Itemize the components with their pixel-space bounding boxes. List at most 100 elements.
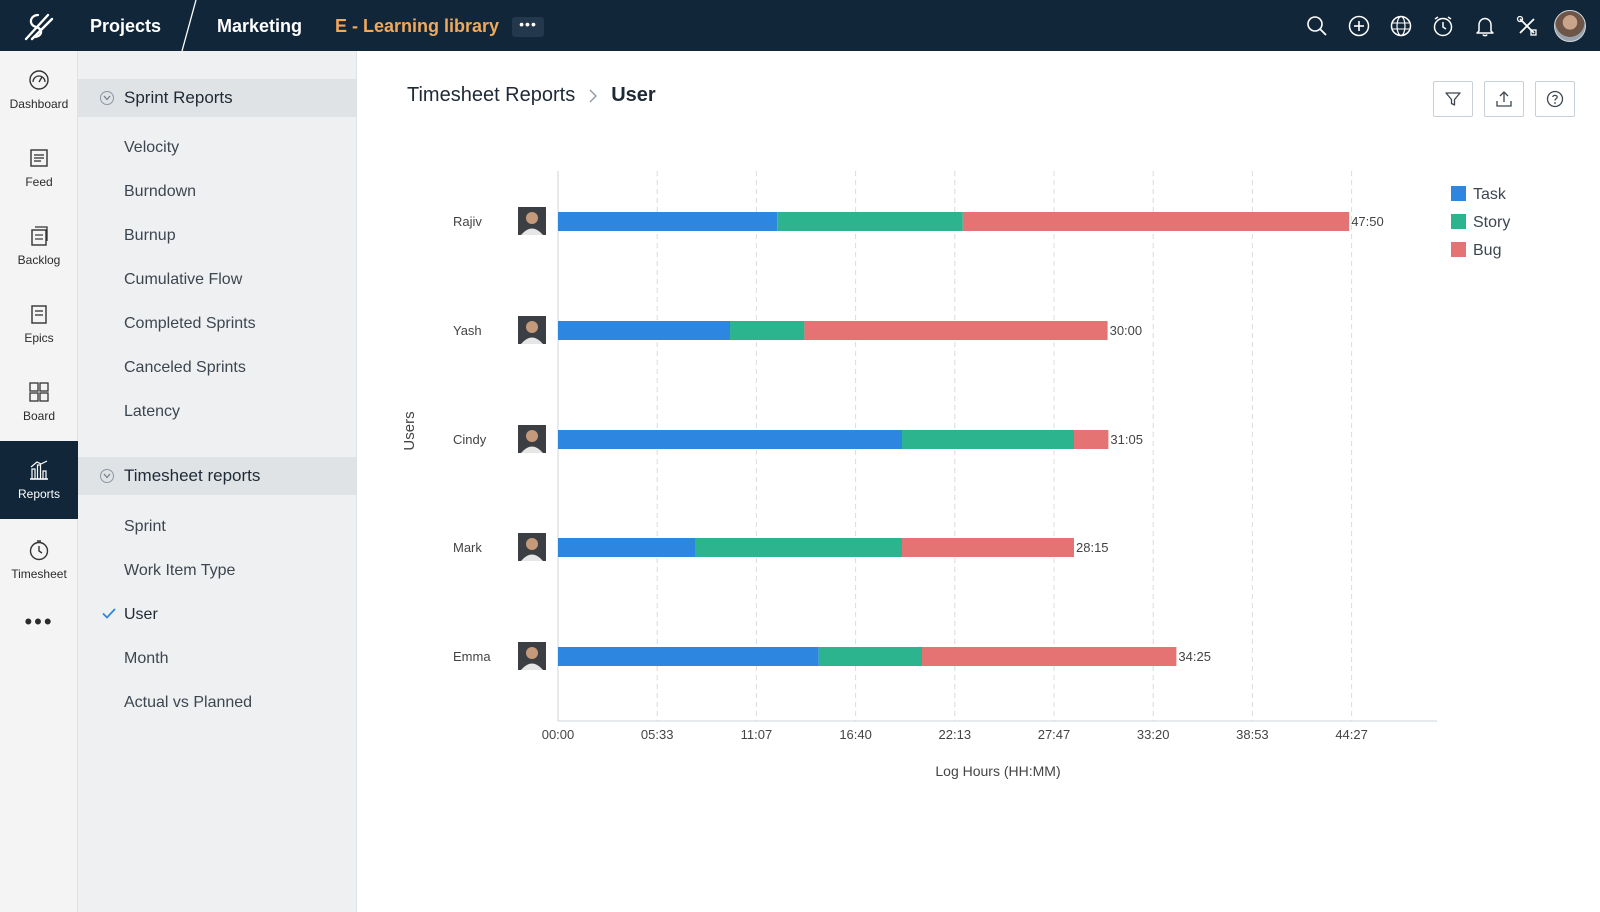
y-category-label: Mark xyxy=(453,540,482,555)
user-avatar-thumbnail xyxy=(518,207,546,235)
main-content: Timesheet Reports User 00:00 05:33 11:07 16… xyxy=(357,51,1600,912)
y-category-label: Cindy xyxy=(453,432,487,447)
bar-segment-task xyxy=(558,212,778,231)
bar-segment-task xyxy=(558,321,730,340)
section-timesheet-reports[interactable]: Timesheet reports xyxy=(78,457,357,495)
avatar-shoulders xyxy=(521,228,543,235)
rail-label: Backlog xyxy=(17,253,61,267)
bar-total-label: 47:50 xyxy=(1351,214,1384,229)
user-avatar-thumbnail xyxy=(518,533,546,561)
search-button[interactable] xyxy=(1296,0,1338,51)
x-axis-title: Log Hours (HH:MM) xyxy=(935,763,1060,779)
rail-epics[interactable]: Epics xyxy=(0,285,78,363)
x-tick-label: 38:53 xyxy=(1236,727,1269,742)
search-icon xyxy=(1307,15,1327,36)
bar-total-label: 28:15 xyxy=(1076,540,1109,555)
bell-icon xyxy=(1476,17,1494,36)
avatar-shoulders xyxy=(521,554,543,561)
sidebar-item-completed-sprints[interactable]: Completed Sprints xyxy=(124,315,256,332)
app-logo[interactable] xyxy=(0,0,78,51)
rail-feed[interactable]: Feed xyxy=(0,129,78,207)
rail-label: Feed xyxy=(25,175,53,189)
sidebar-item-cumulative-flow[interactable]: Cumulative Flow xyxy=(124,271,243,288)
filter-icon xyxy=(1445,92,1461,106)
help-icon xyxy=(1546,90,1564,108)
avatar-shoulders xyxy=(521,337,543,344)
epics-icon xyxy=(31,305,47,324)
rail-dashboard[interactable]: Dashboard xyxy=(0,51,78,129)
nav-divider xyxy=(181,0,197,51)
collapse-chevron-icon xyxy=(100,469,114,483)
rail-label: Reports xyxy=(17,487,61,501)
section-title: Timesheet reports xyxy=(124,466,261,485)
rail-more-button[interactable]: ••• xyxy=(24,609,54,634)
x-tick-label: 16:40 xyxy=(839,727,872,742)
add-icon xyxy=(1348,15,1370,36)
bar-total-label: 31:05 xyxy=(1110,432,1143,447)
export-icon xyxy=(1496,91,1512,107)
breadcrumb-parent[interactable]: Timesheet Reports xyxy=(407,84,576,106)
rail-reports[interactable]: Reports xyxy=(0,441,78,519)
bar-segment-bug xyxy=(962,212,1350,231)
sidebar-item-burnup[interactable]: Burnup xyxy=(124,227,176,244)
help-button[interactable] xyxy=(1535,81,1575,117)
module-rail: Dashboard Feed Backlog Epics Board Repor… xyxy=(0,51,78,912)
y-category-label: Yash xyxy=(453,323,482,338)
rail-label: Epics xyxy=(24,331,54,345)
sidebar-item-actual-vs-planned[interactable]: Actual vs Planned xyxy=(124,694,253,711)
nav-elearning-library[interactable]: E - Learning library xyxy=(335,16,500,36)
filter-button[interactable] xyxy=(1433,81,1473,117)
y-axis-title: Users xyxy=(401,411,418,450)
breadcrumb: Timesheet Reports User xyxy=(407,84,656,107)
bar-total-label: 30:00 xyxy=(1110,323,1143,338)
chevron-right-icon xyxy=(589,89,598,102)
sidebar-item-canceled-sprints[interactable]: Canceled Sprints xyxy=(124,359,246,376)
timer-button[interactable] xyxy=(1422,0,1464,51)
sidebar-item-latency[interactable]: Latency xyxy=(124,403,181,420)
globe-button[interactable] xyxy=(1380,0,1422,51)
rail-timesheet[interactable]: Timesheet xyxy=(0,521,78,599)
bar-segment-story xyxy=(777,212,963,231)
timer-icon xyxy=(1433,15,1453,36)
sidebar-item-user[interactable]: User xyxy=(124,606,158,623)
avatar-face xyxy=(526,647,538,659)
rail-label: Board xyxy=(22,409,56,423)
avatar-shoulders xyxy=(521,446,543,453)
tools-button[interactable] xyxy=(1506,0,1548,51)
legend-label: Story xyxy=(1473,214,1510,231)
export-button[interactable] xyxy=(1484,81,1524,117)
feed-icon xyxy=(30,149,48,167)
rail-label: Dashboard xyxy=(9,97,69,111)
tools-icon xyxy=(1516,15,1537,36)
sidebar-item-work-item-type[interactable]: Work Item Type xyxy=(124,562,236,579)
sidebar-item-burndown[interactable]: Burndown xyxy=(124,183,197,200)
legend-swatch-task xyxy=(1451,186,1466,201)
sidebar-item-velocity[interactable]: Velocity xyxy=(124,139,180,156)
x-tick-label: 11:07 xyxy=(741,727,773,742)
rail-backlog[interactable]: Backlog xyxy=(0,207,78,285)
sidebar-item-month[interactable]: Month xyxy=(124,650,169,667)
rail-board[interactable]: Board xyxy=(0,363,78,441)
y-category-label: Rajiv xyxy=(453,214,482,229)
avatar-face xyxy=(526,212,538,224)
top-actions xyxy=(1296,0,1600,51)
globe-icon xyxy=(1390,15,1412,36)
user-avatar-thumbnail xyxy=(518,425,546,453)
notifications-button[interactable] xyxy=(1464,0,1506,51)
nav-marketing[interactable]: Marketing xyxy=(217,16,303,36)
zoho-sprints-logo-icon xyxy=(24,13,54,40)
reports-sidebar: Sprint Reports Velocity Burndown Burnup … xyxy=(78,51,357,912)
page-title: User xyxy=(611,84,656,106)
avatar-face xyxy=(526,321,538,333)
sidebar-item-sprint[interactable]: Sprint xyxy=(124,518,166,535)
x-tick-label: 44:27 xyxy=(1335,727,1368,742)
user-avatar[interactable] xyxy=(1554,9,1586,42)
user-timesheet-chart: 00:00 05:33 11:07 16:40 22:13 27:47 33:20 38:53… xyxy=(401,171,1510,779)
bar-segment-task xyxy=(558,430,902,449)
section-sprint-reports[interactable]: Sprint Reports xyxy=(78,79,357,117)
x-tick-label: 00:00 xyxy=(542,727,575,742)
bar-segment-bug xyxy=(804,321,1108,340)
add-button[interactable] xyxy=(1338,0,1380,51)
nav-more-button[interactable]: ••• xyxy=(512,17,544,37)
nav-projects[interactable]: Projects xyxy=(90,16,162,36)
